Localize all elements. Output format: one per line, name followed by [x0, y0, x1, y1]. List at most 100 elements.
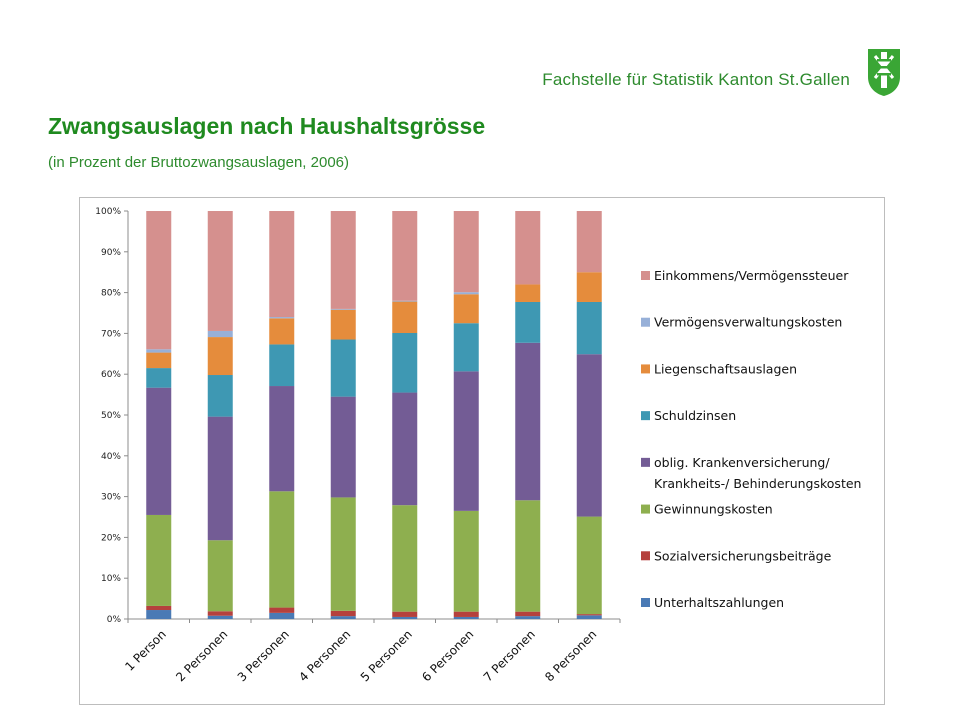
bar-segment: [269, 607, 295, 613]
bar-segment: [269, 386, 295, 492]
x-category-label: 3 Personen: [235, 627, 292, 684]
bar-segment: [207, 330, 233, 338]
legend-label: Schuldzinsen: [654, 408, 736, 423]
bar-segment: [515, 611, 541, 617]
bar-segment: [453, 371, 479, 511]
bar-segment: [576, 615, 602, 619]
bar-segment: [146, 514, 172, 606]
bar-segment: [576, 614, 602, 616]
bar-segment: [146, 352, 172, 369]
legend-swatch: [641, 504, 650, 514]
legend-swatch: [641, 271, 650, 280]
bar-segment: [207, 211, 233, 331]
legend-swatch: [641, 457, 650, 467]
bar-segment: [269, 318, 295, 345]
y-tick-label: 40%: [101, 452, 121, 462]
legend-swatch: [641, 317, 650, 327]
bar-segment: [453, 211, 479, 293]
bar-segment: [207, 540, 233, 612]
bar-segment: [576, 354, 602, 517]
x-category-label: 4 Personen: [296, 627, 353, 684]
legend-label: Vermögensverwaltungskosten: [654, 315, 842, 330]
y-tick-label: 50%: [101, 411, 121, 421]
bar-segment: [330, 610, 356, 617]
bar-segment: [453, 294, 479, 324]
y-tick-label: 20%: [101, 533, 121, 543]
bar-segment: [392, 301, 418, 333]
y-tick-label: 100%: [95, 207, 121, 217]
bar-segment: [269, 211, 295, 318]
bar-segment: [269, 317, 295, 319]
organization-name: Fachstelle für Statistik Kanton St.Galle…: [542, 70, 850, 89]
bar-segment: [207, 611, 233, 616]
bar-segment: [330, 616, 356, 619]
bar-segment: [515, 616, 541, 619]
bar-segment: [576, 301, 602, 355]
legend-label: Krankheits-/ Behinderungskosten: [654, 476, 861, 491]
bar-segment: [392, 300, 418, 302]
bar-segment: [207, 416, 233, 541]
bar-segment: [515, 211, 541, 285]
x-category-label: 1 Person: [122, 627, 169, 674]
bar-segment: [330, 497, 356, 611]
x-category-label: 2 Personen: [173, 627, 230, 684]
legend-label: Sozialversicherungsbeiträge: [654, 548, 832, 563]
legend-label: Liegenschaftsauslagen: [654, 361, 797, 376]
bar-segment: [330, 308, 356, 310]
bar-segment: [453, 510, 479, 612]
bar-segment: [269, 491, 295, 608]
bar-segment: [392, 211, 418, 301]
bar-segment: [576, 516, 602, 615]
y-tick-label: 80%: [101, 289, 121, 299]
bar-segment: [146, 610, 172, 619]
legend-swatch: [641, 411, 650, 421]
bar-segment: [146, 368, 172, 388]
bar-segment: [330, 396, 356, 498]
y-tick-label: 10%: [101, 574, 121, 584]
bar-segment: [207, 615, 233, 619]
bar-segment: [453, 611, 479, 617]
bar-segment: [330, 309, 356, 340]
bar-segment: [392, 611, 418, 617]
bar-segment: [453, 323, 479, 372]
bar-segment: [146, 605, 172, 611]
legend-label: Einkommens/Vermögenssteuer: [654, 268, 849, 283]
bar-segment: [515, 301, 541, 343]
page-subtitle: (in Prozent der Bruttozwangsauslagen, 20…: [48, 154, 350, 171]
bar-segment: [392, 332, 418, 393]
bar-segment: [207, 375, 233, 417]
bar-segment: [576, 272, 602, 302]
bar-segment: [269, 612, 295, 619]
x-category-label: 7 Personen: [481, 627, 538, 684]
bar-segment: [146, 387, 172, 515]
y-tick-label: 30%: [101, 493, 121, 503]
legend-label: Unterhaltszahlungen: [654, 595, 784, 610]
bar-segment: [515, 284, 541, 302]
bar-segment: [146, 211, 172, 350]
bar-segment: [392, 616, 418, 619]
bar-segment: [576, 211, 602, 273]
bar-segment: [330, 211, 356, 309]
chart-frame: [79, 197, 885, 705]
legend-swatch: [641, 551, 650, 561]
bar-segment: [453, 616, 479, 619]
bar-segment: [146, 349, 172, 353]
bar-segment: [515, 342, 541, 501]
bar-segment: [515, 500, 541, 612]
legend-swatch: [641, 598, 650, 607]
bar-segment: [330, 339, 356, 397]
legend-label: oblig. Krankenversicherung/: [654, 455, 830, 470]
x-category-label: 8 Personen: [542, 627, 599, 684]
st-gallen-coat-of-arms-icon: [868, 49, 900, 96]
legend-swatch: [641, 364, 650, 374]
y-tick-label: 70%: [101, 329, 121, 339]
page-title: Zwangsauslagen nach Haushaltsgrösse: [48, 113, 486, 139]
y-tick-label: 60%: [101, 370, 121, 380]
x-category-label: 6 Personen: [419, 627, 476, 684]
y-tick-label: 90%: [101, 248, 121, 258]
bar-segment: [392, 505, 418, 612]
y-tick-label: 0%: [107, 615, 122, 625]
legend-label: Gewinnungskosten: [654, 502, 773, 517]
bar-segment: [269, 344, 295, 387]
